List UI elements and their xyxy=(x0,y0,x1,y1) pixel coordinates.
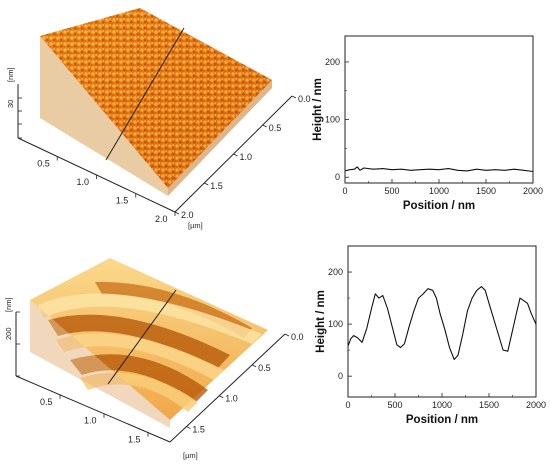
axis-tick xyxy=(186,426,191,429)
y-axis-label: Height / nm xyxy=(312,78,324,141)
y-tick-label: 200 xyxy=(325,57,340,67)
y-tick-label: 0 xyxy=(338,371,343,381)
height-profile-chart-top: 0 500 1000 1500 2000 0 100 200 Position / nm Heig… xyxy=(312,35,543,212)
afm-crest-1 xyxy=(38,293,262,344)
x-tick-label: 0 xyxy=(342,186,347,196)
height-profile-chart-bottom: 0 500 1000 1500 2000 0 100 200 Position / nm Heig… xyxy=(315,245,546,426)
x-tick-label: 500 xyxy=(387,400,402,410)
y-tick-label: 100 xyxy=(325,115,340,125)
y-tick-label-top: 0.5 xyxy=(269,123,282,133)
axis-tick xyxy=(291,95,297,99)
x-tick-label-top: 0.5 xyxy=(37,159,50,169)
x-axis-label: Position / nm xyxy=(403,200,475,212)
x-tick-label: 1000 xyxy=(432,400,452,410)
axis-tick xyxy=(219,395,224,399)
height-profile-line xyxy=(347,286,537,361)
x-tick-label: 1000 xyxy=(429,186,449,196)
height-profile-line xyxy=(344,166,534,173)
afm-image-bottom: [nm] 200 0.5 1.0 1.5 0.0 0.5 1.0 1.5 [µm] xyxy=(4,258,304,460)
z-tick-top: 30 xyxy=(6,100,15,108)
axis-tick xyxy=(284,333,290,337)
x-tick-label: 2000 xyxy=(523,186,543,196)
x-tick-label: 1500 xyxy=(476,186,496,196)
x-tick-label-bottom: 1.5 xyxy=(128,435,141,445)
plot-frame xyxy=(344,35,534,184)
afm-image-top: [nm] 30 0.5 1.0 1.5 2.0 0.0 0.5 1.0 1.5 2.0 [µm] xyxy=(6,8,311,230)
x-tick-label: 1500 xyxy=(479,400,499,410)
afm-valley-3 xyxy=(95,281,252,338)
y-tick-label-top: 1.5 xyxy=(210,181,223,191)
afm-valley-1 xyxy=(48,314,230,368)
xy-unit-top: [µm] xyxy=(188,221,203,230)
x-tick-label: 500 xyxy=(384,186,399,196)
x-axis-bottom xyxy=(15,375,171,443)
afm-side-right-top xyxy=(168,80,272,196)
y-tick-label-top: 0.0 xyxy=(298,94,311,104)
afm-side-left-top xyxy=(40,36,168,196)
axis-tick xyxy=(251,364,257,368)
axis-tick xyxy=(174,211,180,215)
x-tick-label-top: 1.0 xyxy=(77,177,90,187)
profile-line-bottom xyxy=(107,289,177,385)
x-tick-label-top: 2.0 xyxy=(155,214,168,224)
y-tick-label-top: 2.0 xyxy=(181,210,194,220)
y-tick-label: 0 xyxy=(335,172,340,182)
x-tick-label: 0 xyxy=(345,400,350,410)
y-tick-label-top: 1.0 xyxy=(240,152,253,162)
afm-texture-top xyxy=(40,8,272,188)
x-tick-label-bottom: 1.0 xyxy=(84,416,97,426)
axis-tick xyxy=(233,153,238,157)
y-tick-label-bottom: 0.5 xyxy=(258,363,271,373)
y-axis-bottom xyxy=(169,333,286,443)
y-tick-label-bottom: 0.0 xyxy=(291,332,304,342)
y-tick-label-bottom: 1.0 xyxy=(225,394,238,404)
xy-unit-bottom: [µm] xyxy=(183,451,198,460)
x-tick-label: 2000 xyxy=(526,400,546,410)
z-unit-top: [nm] xyxy=(6,67,15,82)
y-tick-label: 200 xyxy=(328,267,343,277)
y-tick-label: 100 xyxy=(328,319,343,329)
x-tick-label-top: 1.5 xyxy=(116,196,129,206)
axis-tick xyxy=(204,182,209,186)
z-unit-bottom: [nm] xyxy=(4,297,13,312)
x-tick-label-bottom: 0.5 xyxy=(40,397,53,407)
afm-crest-2 xyxy=(56,333,224,380)
z-tick-bottom: 200 xyxy=(4,327,13,340)
y-tick-label-bottom: 1.5 xyxy=(192,425,205,435)
y-axis-label: Height / nm xyxy=(315,290,327,353)
axis-tick xyxy=(262,124,267,128)
profile-line-top xyxy=(105,27,185,161)
x-axis-label: Position / nm xyxy=(406,414,478,426)
afm-side-left-bottom xyxy=(30,300,170,428)
